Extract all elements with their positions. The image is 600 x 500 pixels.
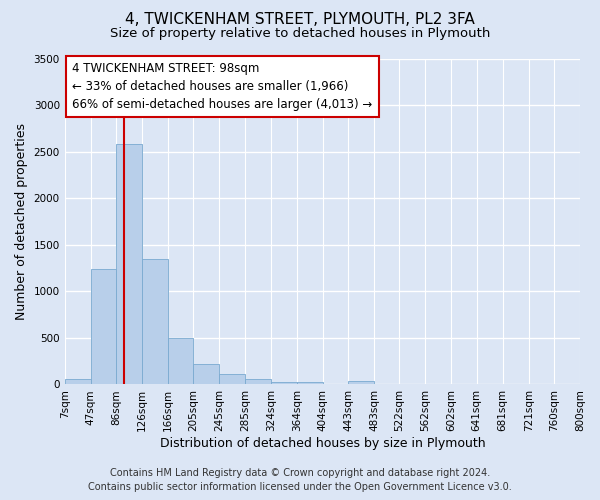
- Bar: [168, 338, 193, 384]
- Bar: [348, 381, 374, 384]
- Bar: [271, 382, 296, 384]
- Bar: [245, 380, 271, 384]
- X-axis label: Distribution of detached houses by size in Plymouth: Distribution of detached houses by size …: [160, 437, 485, 450]
- Bar: [142, 259, 168, 384]
- Text: 4, TWICKENHAM STREET, PLYMOUTH, PL2 3FA: 4, TWICKENHAM STREET, PLYMOUTH, PL2 3FA: [125, 12, 475, 28]
- Y-axis label: Number of detached properties: Number of detached properties: [15, 123, 28, 320]
- Bar: [193, 364, 220, 384]
- Text: Size of property relative to detached houses in Plymouth: Size of property relative to detached ho…: [110, 28, 490, 40]
- Bar: [65, 380, 91, 384]
- Bar: [220, 374, 245, 384]
- Bar: [296, 382, 323, 384]
- Text: Contains HM Land Registry data © Crown copyright and database right 2024.
Contai: Contains HM Land Registry data © Crown c…: [88, 468, 512, 492]
- Text: 4 TWICKENHAM STREET: 98sqm
← 33% of detached houses are smaller (1,966)
66% of s: 4 TWICKENHAM STREET: 98sqm ← 33% of deta…: [73, 62, 373, 112]
- Bar: [91, 269, 116, 384]
- Bar: [116, 144, 142, 384]
